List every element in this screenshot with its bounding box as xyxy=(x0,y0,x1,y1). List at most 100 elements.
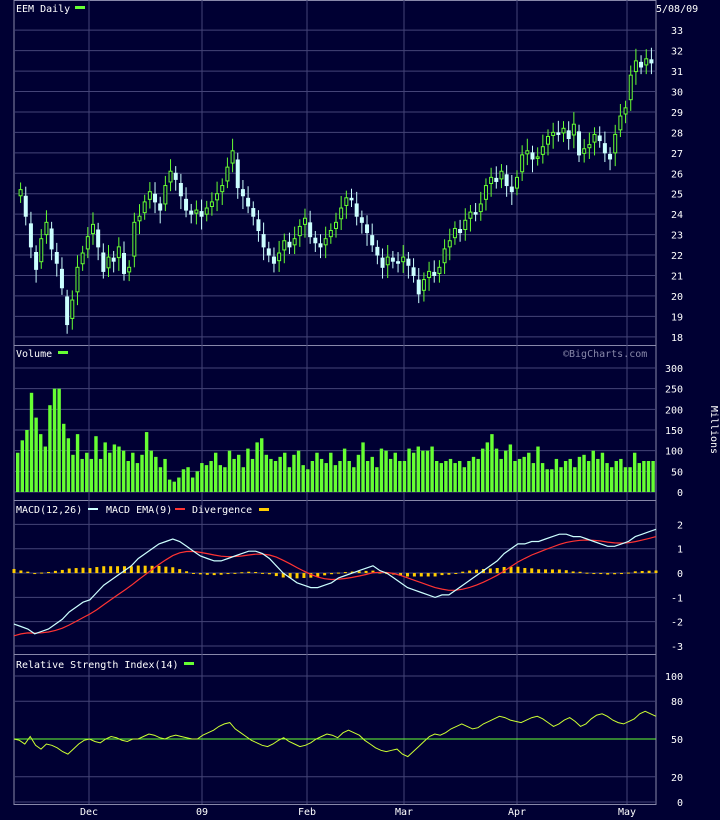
y-tick-label: 20 xyxy=(671,773,683,784)
volume-bar xyxy=(342,448,347,492)
divergence-bar xyxy=(564,570,568,574)
divergence-bar xyxy=(454,573,458,575)
volume-bar xyxy=(453,463,457,492)
volume-bar xyxy=(375,467,379,492)
volume-bar xyxy=(167,479,172,492)
candle-body xyxy=(318,243,323,248)
divergence-bar xyxy=(26,571,30,574)
volume-bar xyxy=(517,458,522,492)
volume-bar xyxy=(48,405,52,492)
y-tick-label: 250 xyxy=(665,385,683,396)
candle-body xyxy=(535,156,540,159)
candle-body xyxy=(153,193,158,203)
candle-body xyxy=(297,225,302,237)
divergence-bar xyxy=(599,573,603,575)
divergence-bar xyxy=(578,571,582,574)
volume-bar xyxy=(370,456,374,492)
volume-bar xyxy=(416,446,420,492)
divergence-bar xyxy=(509,566,513,574)
volume-bar xyxy=(338,461,342,492)
volume-bar xyxy=(614,461,618,492)
volume-bar xyxy=(218,465,222,492)
candle-body xyxy=(225,166,230,182)
x-tick-label: 09 xyxy=(196,807,208,818)
price-title: EEM Daily xyxy=(16,4,70,15)
candle-body xyxy=(49,228,54,250)
divergence-bar xyxy=(419,573,423,577)
y-tick-label: 22 xyxy=(671,251,683,262)
divergence-bar xyxy=(53,570,57,574)
volume-bar xyxy=(596,458,600,492)
candle-body xyxy=(184,198,189,211)
x-tick-label: Feb xyxy=(298,807,316,818)
volume-bar xyxy=(434,461,439,492)
volume-bar xyxy=(108,452,112,492)
candle-body xyxy=(546,135,550,145)
candle-body xyxy=(406,258,411,266)
candle-body xyxy=(39,238,44,263)
divergence-bar xyxy=(33,573,37,575)
candle-body xyxy=(370,235,375,246)
y-tick-label: 31 xyxy=(671,67,683,78)
volume-bar xyxy=(57,388,61,492)
candle-body xyxy=(623,107,628,115)
divergence-bar xyxy=(136,565,140,574)
volume-bar xyxy=(315,452,319,492)
divergence-bar xyxy=(212,573,216,576)
volume-bar xyxy=(213,452,218,492)
divergence-bar xyxy=(516,566,520,574)
candle-body xyxy=(561,127,566,134)
volume-unit: Millions xyxy=(708,406,719,454)
candle-body xyxy=(292,238,297,246)
volume-bar xyxy=(609,467,614,492)
y-tick-label: -1 xyxy=(671,593,683,604)
candle-body xyxy=(44,221,49,236)
y-tick-label: 300 xyxy=(665,364,683,375)
volume-bar xyxy=(278,456,282,492)
volume-bar xyxy=(365,461,370,492)
y-tick-label: -2 xyxy=(671,618,683,629)
volume-bar xyxy=(439,463,444,492)
volume-bar xyxy=(545,469,549,492)
candle-body xyxy=(514,176,519,189)
candle-body xyxy=(34,251,39,270)
candle-body xyxy=(282,240,287,251)
candle-body xyxy=(411,267,416,276)
y-tick-label: 0 xyxy=(677,569,683,580)
volume-bar xyxy=(513,461,517,492)
price-panel: 18 19 20 21 22 23 24 25 26 27 28 29 30 31 32 33 xyxy=(18,26,683,344)
candle-body xyxy=(235,159,240,189)
volume-bar xyxy=(204,465,209,492)
candle-body xyxy=(509,186,514,193)
candle-body xyxy=(483,185,488,200)
divergence-bar xyxy=(371,570,375,574)
candle-body xyxy=(90,223,95,235)
volume-bar xyxy=(29,392,34,492)
candle-body xyxy=(452,227,457,239)
div-legend-swatch xyxy=(259,508,269,511)
divergence-bar xyxy=(633,571,637,574)
divergence-bar xyxy=(164,566,168,574)
candle-body xyxy=(127,266,132,273)
volume-panel: 0 50 100 150 200 250 300 xyxy=(16,364,683,499)
volume-bar xyxy=(494,448,499,492)
candle-body xyxy=(556,132,561,135)
volume-bar xyxy=(283,452,287,492)
volume-bar xyxy=(135,463,140,492)
y-tick-label: 21 xyxy=(671,271,683,282)
candle-body xyxy=(137,215,142,222)
volume-bar xyxy=(66,438,71,492)
divergence-bar xyxy=(205,573,209,575)
y-tick-label: 24 xyxy=(671,210,683,221)
x-tick-label: Dec xyxy=(80,807,98,818)
divergence-bar xyxy=(537,569,541,574)
divergence-bar xyxy=(47,571,51,574)
macd-ema-line xyxy=(13,536,657,637)
candle-body xyxy=(59,268,64,289)
volume-bar xyxy=(646,461,651,492)
candle-body xyxy=(302,217,307,225)
divergence-bar xyxy=(544,569,548,574)
macd-legend-swatch xyxy=(88,508,98,510)
volume-bar xyxy=(352,467,356,492)
